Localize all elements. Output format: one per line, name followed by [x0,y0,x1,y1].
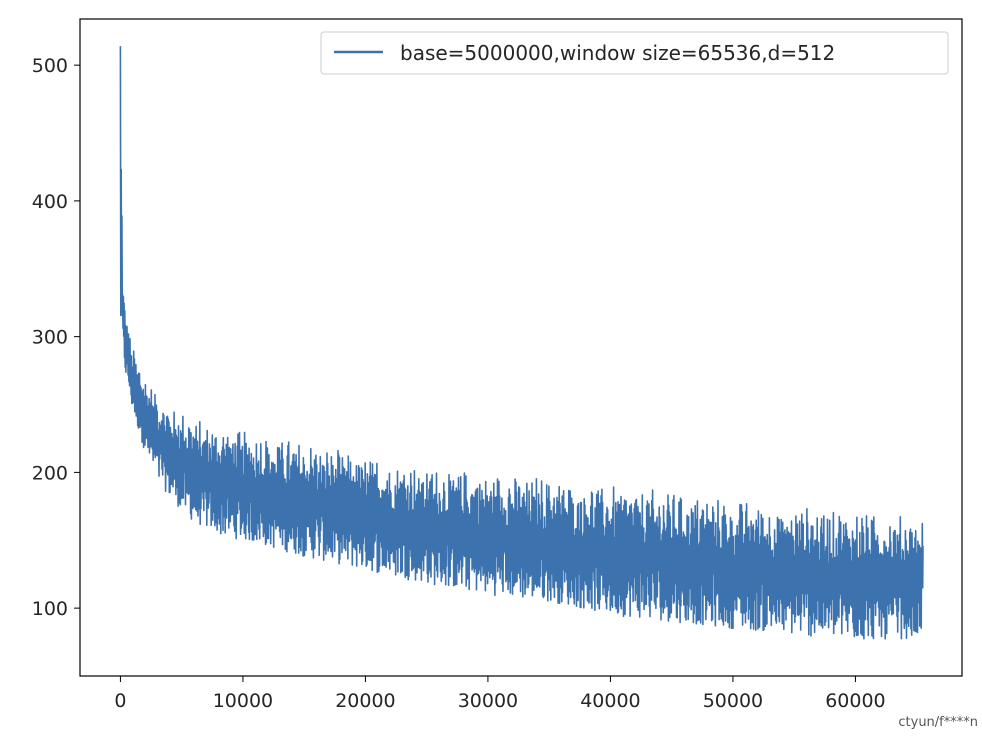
axes-frame [79,18,963,677]
y-tick-label: 200 [32,462,68,484]
watermark: ctyun/f****n [898,715,978,730]
x-tick-label: 10000 [213,690,273,712]
x-tick-label: 50000 [703,690,763,712]
x-tick-label: 60000 [825,690,885,712]
legend-label: base=5000000,window size=65536,d=512 [400,41,835,65]
y-tick-label: 300 [32,327,68,349]
legend-box [320,31,949,75]
series-layer [119,46,924,640]
y-tick-label: 500 [32,55,68,77]
x-tick-label: 40000 [580,690,640,712]
legend: base=5000000,window size=65536,d=512 [320,31,949,75]
series-line [119,46,924,640]
x-tick-label: 20000 [335,690,395,712]
x-axis-ticks: 0 10000 20000 30000 40000 50000 60000 [114,676,886,712]
y-axis-ticks: 100 200 300 400 500 [32,55,80,620]
y-tick-label: 100 [32,598,68,620]
x-tick-label: 0 [114,690,126,712]
x-tick-label: 30000 [458,690,518,712]
y-tick-label: 400 [32,191,68,213]
